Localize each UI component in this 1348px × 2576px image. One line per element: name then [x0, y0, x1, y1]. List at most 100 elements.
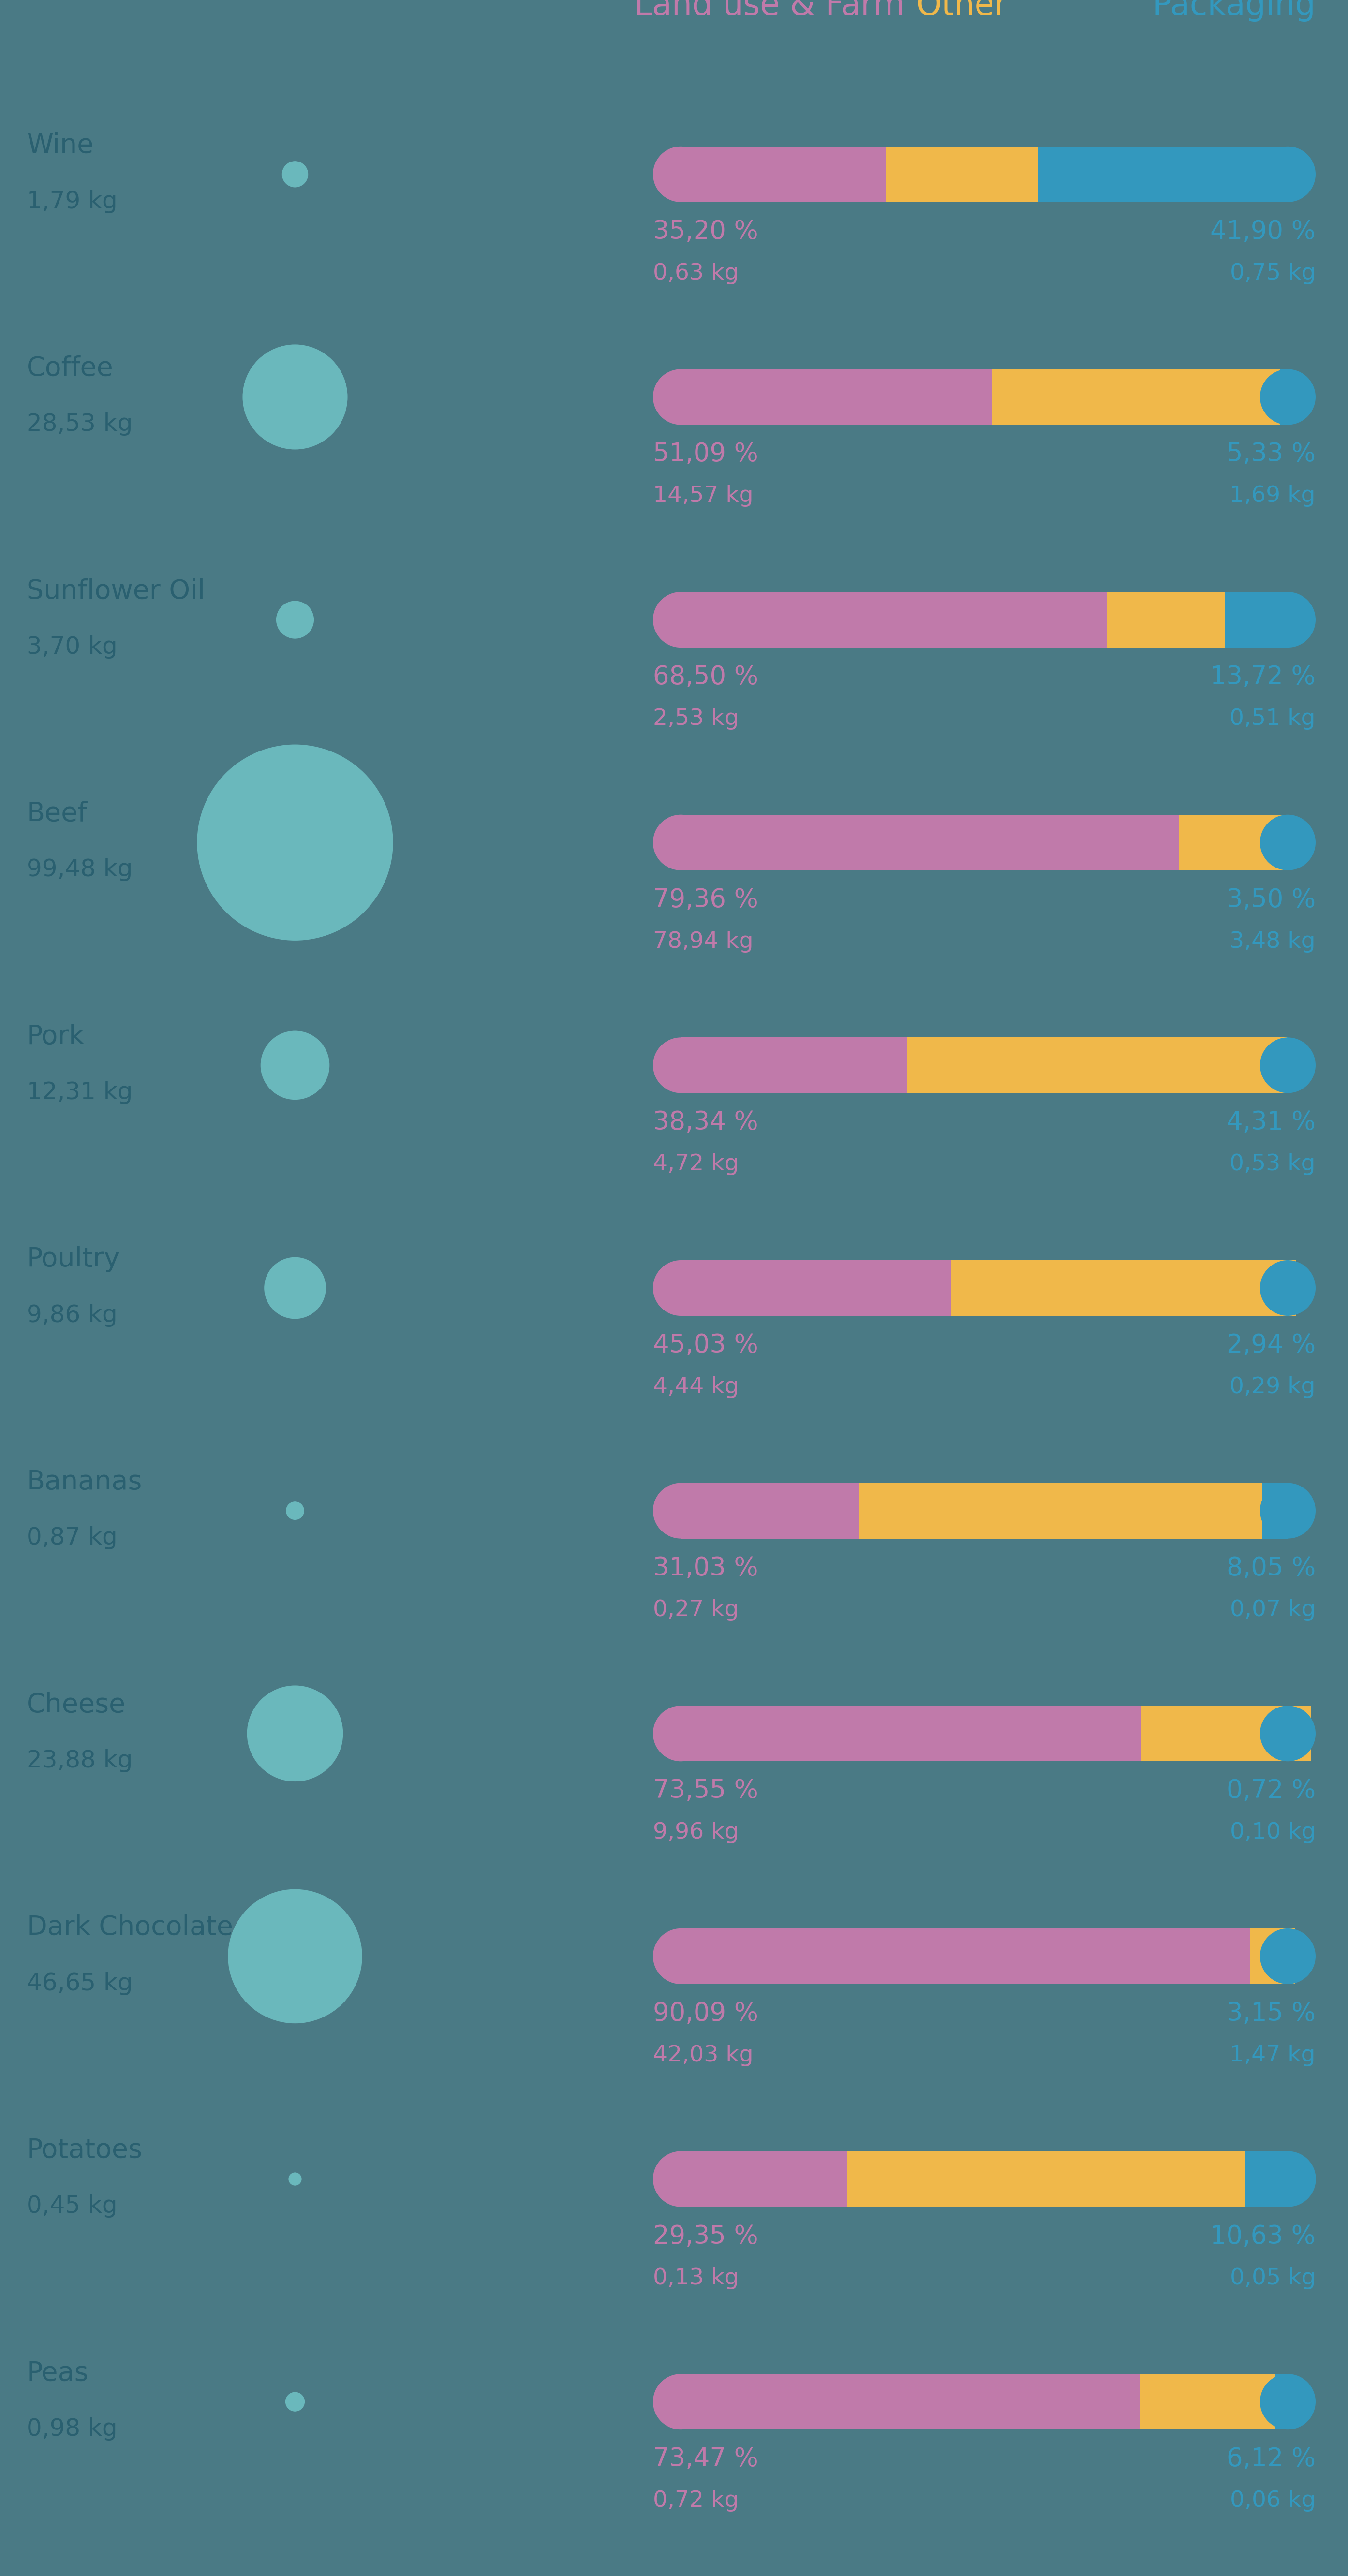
Bar — [681, 592, 1107, 647]
Bar — [1107, 592, 1225, 647]
Ellipse shape — [260, 1030, 329, 1100]
Ellipse shape — [264, 1257, 326, 1319]
Text: 28,53 kg: 28,53 kg — [27, 412, 132, 435]
Text: 0,10 kg: 0,10 kg — [1229, 1821, 1316, 1844]
Text: 29,35 %: 29,35 % — [652, 2223, 758, 2249]
Bar — [681, 1484, 859, 1538]
Text: 0,45 kg: 0,45 kg — [27, 2195, 117, 2218]
Text: 1,47 kg: 1,47 kg — [1229, 2045, 1316, 2066]
Ellipse shape — [1260, 592, 1316, 647]
Text: 0,27 kg: 0,27 kg — [652, 1600, 739, 1620]
Text: 38,34 %: 38,34 % — [652, 1110, 758, 1136]
Ellipse shape — [247, 1685, 344, 1783]
Text: Wine: Wine — [27, 131, 93, 160]
Ellipse shape — [652, 368, 709, 425]
Text: 31,03 %: 31,03 % — [652, 1556, 758, 1582]
Ellipse shape — [1260, 2375, 1316, 2429]
Text: 0,63 kg: 0,63 kg — [652, 263, 739, 283]
Bar — [907, 1038, 1287, 1092]
Bar — [681, 368, 992, 425]
Text: 23,88 kg: 23,88 kg — [27, 1749, 132, 1772]
Ellipse shape — [1260, 368, 1316, 425]
Text: 12,31 kg: 12,31 kg — [27, 1082, 132, 1105]
Text: Sunflower Oil: Sunflower Oil — [27, 577, 205, 605]
Text: 8,05 %: 8,05 % — [1227, 1556, 1316, 1582]
Text: 0,51 kg: 0,51 kg — [1229, 708, 1316, 729]
Text: 3,48 kg: 3,48 kg — [1229, 930, 1316, 953]
Ellipse shape — [652, 1484, 709, 1538]
Text: 0,29 kg: 0,29 kg — [1229, 1376, 1316, 1399]
Text: 6,12 %: 6,12 % — [1227, 2447, 1316, 2470]
Text: 51,09 %: 51,09 % — [652, 440, 759, 466]
Text: 42,03 kg: 42,03 kg — [652, 2045, 754, 2066]
Text: 73,47 %: 73,47 % — [652, 2447, 759, 2470]
Ellipse shape — [286, 1502, 305, 1520]
Text: 0,72 %: 0,72 % — [1227, 1777, 1316, 1803]
Text: Other: Other — [917, 0, 1008, 21]
Text: 4,72 kg: 4,72 kg — [652, 1154, 739, 1175]
Bar — [1038, 147, 1287, 201]
Ellipse shape — [286, 2393, 305, 2411]
Ellipse shape — [652, 1705, 709, 1762]
Bar — [681, 2375, 1140, 2429]
Bar — [681, 1260, 952, 1316]
Text: 0,87 kg: 0,87 kg — [27, 1528, 117, 1551]
Bar — [859, 1484, 1262, 1538]
Text: 45,03 %: 45,03 % — [652, 1332, 759, 1358]
Text: 10,63 %: 10,63 % — [1211, 2223, 1316, 2249]
Text: Beef: Beef — [27, 801, 88, 827]
Ellipse shape — [1260, 814, 1316, 871]
Text: 5,33 %: 5,33 % — [1227, 440, 1316, 466]
Bar — [1140, 2375, 1275, 2429]
Bar — [1275, 2375, 1287, 2429]
Ellipse shape — [288, 2172, 302, 2184]
Text: Packaging: Packaging — [1153, 0, 1316, 21]
Bar — [681, 814, 1180, 871]
Ellipse shape — [197, 744, 394, 940]
Bar — [952, 1260, 1297, 1316]
Text: 73,55 %: 73,55 % — [652, 1777, 759, 1803]
Bar — [1281, 368, 1287, 425]
Bar — [1262, 1484, 1287, 1538]
Text: 4,31 %: 4,31 % — [1227, 1110, 1316, 1136]
Ellipse shape — [1260, 1038, 1316, 1092]
Text: 1,69 kg: 1,69 kg — [1229, 484, 1316, 507]
Text: 0,13 kg: 0,13 kg — [652, 2267, 739, 2290]
Bar — [992, 368, 1281, 425]
Ellipse shape — [1260, 1260, 1316, 1316]
Ellipse shape — [652, 814, 709, 871]
Bar — [681, 1929, 1250, 1984]
Text: 0,98 kg: 0,98 kg — [27, 2416, 117, 2439]
Ellipse shape — [652, 592, 709, 647]
Ellipse shape — [228, 1888, 363, 2022]
Ellipse shape — [652, 1929, 709, 1984]
Text: 1,79 kg: 1,79 kg — [27, 191, 117, 214]
Ellipse shape — [652, 2151, 709, 2208]
Text: 14,57 kg: 14,57 kg — [652, 484, 754, 507]
Text: 3,15 %: 3,15 % — [1227, 2002, 1316, 2027]
Text: 90,09 %: 90,09 % — [652, 2002, 759, 2027]
Text: 4,44 kg: 4,44 kg — [652, 1376, 739, 1399]
Ellipse shape — [652, 1260, 709, 1316]
Text: Pork: Pork — [27, 1023, 85, 1048]
Bar — [1246, 2151, 1289, 2208]
Ellipse shape — [652, 2375, 709, 2429]
Text: Dark Chocolate: Dark Chocolate — [27, 1914, 233, 1940]
Text: Land use & Farm: Land use & Farm — [635, 0, 905, 21]
Text: 99,48 kg: 99,48 kg — [27, 858, 132, 881]
Bar — [681, 147, 886, 201]
Bar — [681, 1705, 1140, 1762]
Text: 79,36 %: 79,36 % — [652, 886, 759, 912]
Text: 68,50 %: 68,50 % — [652, 665, 759, 690]
Text: 9,86 kg: 9,86 kg — [27, 1303, 117, 1327]
Text: 3,50 %: 3,50 % — [1227, 886, 1316, 912]
Ellipse shape — [243, 345, 348, 448]
Text: Peas: Peas — [27, 2360, 89, 2385]
Text: 78,94 kg: 78,94 kg — [652, 930, 754, 953]
Ellipse shape — [282, 162, 309, 188]
Text: 2,94 %: 2,94 % — [1227, 1332, 1316, 1358]
Bar — [1180, 814, 1293, 871]
Text: Cheese: Cheese — [27, 1692, 125, 1718]
Text: 0,05 kg: 0,05 kg — [1229, 2267, 1316, 2290]
Ellipse shape — [1260, 147, 1316, 201]
